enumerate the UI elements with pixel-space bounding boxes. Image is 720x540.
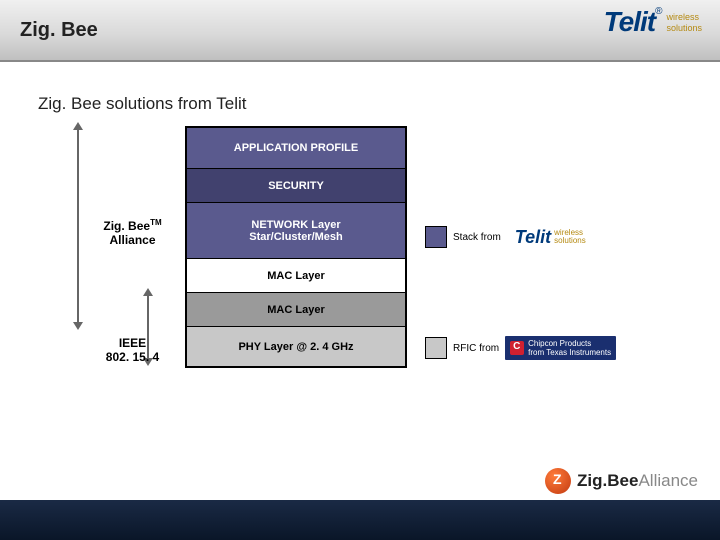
header-bar: Zig. Bee Telit® wireless solutions xyxy=(0,0,720,62)
zigbee-icon xyxy=(545,468,571,494)
range-arrow-0 xyxy=(77,128,79,324)
range-label-0: Zig. BeeTMAlliance xyxy=(85,218,180,248)
range-label-1: IEEE802. 15. 4 xyxy=(85,336,180,365)
legend-text-rfic: RFIC from xyxy=(453,343,499,354)
legend-stack-from: Stack fromTelitwirelesssolutions xyxy=(425,226,586,248)
telit-logo: Telit® wireless solutions xyxy=(604,6,702,38)
layer-3: MAC Layer xyxy=(187,258,405,292)
layer-0: APPLICATION PROFILE xyxy=(187,128,405,168)
legend-rfic-from: RFIC from Chipcon Productsfrom Texas Inst… xyxy=(425,336,616,360)
zigbee-text: Zig.BeeAlliance xyxy=(577,471,698,491)
layer-1: SECURITY xyxy=(187,168,405,202)
chipcon-badge: Chipcon Productsfrom Texas Instruments xyxy=(505,336,616,360)
legend-text-stack: Stack from xyxy=(453,232,501,243)
layer-5: PHY Layer @ 2. 4 GHz xyxy=(187,326,405,366)
protocol-stack: APPLICATION PROFILESECURITYNETWORK Layer… xyxy=(185,126,407,368)
layer-4: MAC Layer xyxy=(187,292,405,326)
brand-text: Telit xyxy=(604,6,656,37)
chipcon-icon xyxy=(510,341,524,355)
footer-bar xyxy=(0,500,720,540)
diagram-stage: Zig. BeeTMAlliance IEEE802. 15. 4 APPLICA… xyxy=(35,126,685,416)
brand-sub1: wireless xyxy=(666,13,702,22)
page-title: Zig. Bee xyxy=(20,19,98,42)
reg-mark: ® xyxy=(655,6,662,17)
swatch-rfic xyxy=(425,337,447,359)
layer-2: NETWORK LayerStar/Cluster/Mesh xyxy=(187,202,405,258)
swatch-stack xyxy=(425,226,447,248)
brand-sub2: solutions xyxy=(666,24,702,33)
subtitle: Zig. Bee solutions from Telit xyxy=(38,94,720,114)
mini-telit-logo: Telit xyxy=(515,227,551,248)
zigbee-alliance-logo: Zig.BeeAlliance xyxy=(545,468,698,494)
